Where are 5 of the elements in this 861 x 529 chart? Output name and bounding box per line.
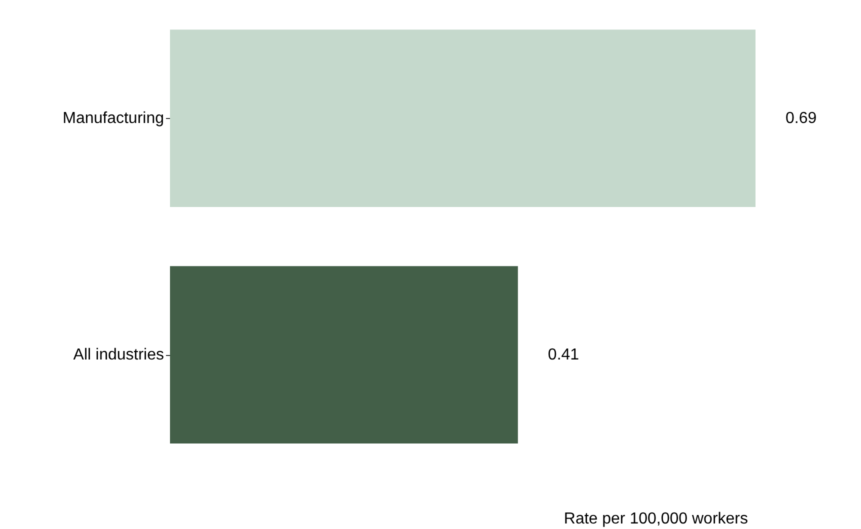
y-tick-label: All industries: [73, 346, 164, 364]
x-axis-title: Rate per 100,000 workers: [564, 510, 748, 528]
data-label: 0.41: [548, 346, 580, 364]
data-label: 0.69: [786, 110, 817, 127]
y-tick-label: Manufacturing: [62, 110, 164, 127]
